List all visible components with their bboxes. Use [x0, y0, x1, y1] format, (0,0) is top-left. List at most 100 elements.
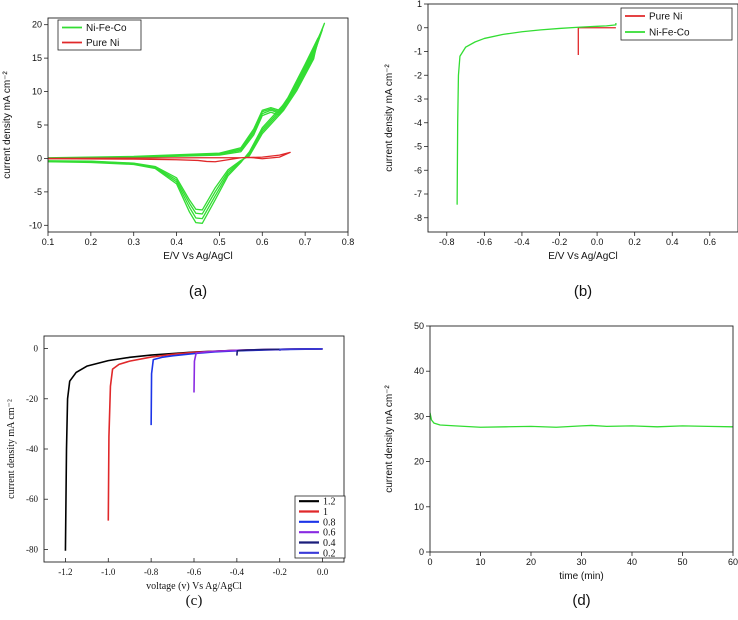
x-tick-label: 0.8 — [342, 237, 355, 247]
x-tick-label: 30 — [576, 557, 586, 567]
x-tick-label: 0.0 — [591, 237, 604, 247]
x-tick-label: 0.7 — [299, 237, 312, 247]
plot-area — [64, 348, 323, 551]
series-line-pure-ni-0 — [577, 27, 616, 56]
x-tick-label: 0.4 — [170, 237, 183, 247]
legend-label: Ni-Fe-Co — [86, 23, 127, 34]
y-tick-label: 20 — [32, 20, 42, 30]
y-tick-label: 15 — [32, 53, 42, 63]
panel-caption: (d) — [572, 592, 590, 609]
series-line-1-0 — [107, 348, 323, 521]
legend-label: Pure Ni — [649, 12, 682, 23]
legend-label: 0.2 — [323, 548, 336, 559]
panel-d: 0 10 20 30 40 50 60 0 10 20 30 40 50 time (min) curren… — [384, 321, 738, 609]
y-tick-label: 30 — [414, 411, 424, 421]
series-line-pure-ni-0 — [48, 151, 291, 163]
x-tick-label: 0.2 — [85, 237, 98, 247]
legend: 1.210.80.60.40.2 — [294, 495, 346, 559]
legend-label: 0.6 — [323, 528, 336, 539]
panel-caption: (b) — [574, 283, 592, 300]
y-tick-label: -20 — [26, 394, 38, 404]
y-tick-label: 50 — [414, 321, 424, 331]
y-tick-label: 0 — [37, 153, 42, 163]
legend-label: 0.8 — [323, 517, 336, 528]
y-tick-label: 1 — [417, 0, 422, 9]
x-tick-label: -0.4 — [514, 237, 530, 247]
x-axis-label: voltage (v) Vs Ag/AgCl — [146, 581, 242, 592]
y-tick-label: -2 — [414, 70, 422, 80]
y-axis-label: current density mA cm⁻² — [2, 71, 13, 179]
x-axis-label: E/V Vs Ag/AgCl — [548, 251, 617, 262]
legend-label: 1 — [323, 507, 328, 518]
series-line-stability-0 — [430, 412, 733, 428]
y-tick-label: 0 — [417, 23, 422, 33]
plot-area — [456, 23, 617, 205]
x-tick-label: 10 — [475, 557, 485, 567]
x-tick-label: 0.3 — [127, 237, 140, 247]
y-tick-label: -6 — [414, 165, 422, 175]
x-tick-label: -0.8 — [144, 567, 159, 577]
series-line-ni-fe-co-3 — [48, 37, 319, 211]
legend-label: Ni-Fe-Co — [649, 28, 690, 39]
x-tick-label: 0.6 — [704, 237, 717, 247]
y-tick-label: -60 — [26, 494, 38, 504]
legend: Pure Ni Ni-Fe-Co — [620, 7, 733, 41]
plot-area — [48, 22, 326, 224]
y-tick-label: -5 — [414, 142, 422, 152]
panel-a: 0.1 0.2 0.3 0.4 0.5 0.6 0.7 0.8 -10 -5 0 5 10 15 20 E/V… — [2, 17, 355, 300]
y-tick-label: 10 — [414, 502, 424, 512]
x-tick-label: 20 — [526, 557, 536, 567]
y-tick-label: 5 — [37, 120, 42, 130]
y-tick-label: -5 — [34, 187, 42, 197]
x-tick-label: -0.6 — [187, 567, 202, 577]
x-tick-label: 0.1 — [42, 237, 55, 247]
y-tick-label: 10 — [32, 87, 42, 97]
y-axis-label: current density mA cm⁻² — [384, 385, 395, 493]
x-tick-label: 60 — [728, 557, 738, 567]
x-tick-label: 0.5 — [213, 237, 226, 247]
x-tick-label: -0.4 — [230, 567, 245, 577]
plot-frame — [429, 325, 734, 553]
panel-c: -1.2 -1.0 -0.8 -0.6 -0.4 -0.2 0.0 0 -20 -40 -60 -80… — [6, 335, 346, 609]
y-tick-label: -10 — [29, 220, 42, 230]
x-axis-label: E/V Vs Ag/AgCl — [163, 251, 232, 262]
legend-label: 1.2 — [323, 497, 336, 508]
x-tick-label: 0.4 — [666, 237, 679, 247]
y-tick-label: 40 — [414, 366, 424, 376]
series-line-ni-fe-co-1 — [48, 29, 323, 220]
x-tick-label: 40 — [627, 557, 637, 567]
x-tick-label: 0.6 — [256, 237, 269, 247]
x-tick-label: 50 — [677, 557, 687, 567]
legend-label: Pure Ni — [86, 38, 119, 49]
y-tick-label: -4 — [414, 118, 422, 128]
y-tick-label: -8 — [414, 213, 422, 223]
panel-caption: (c) — [186, 593, 203, 609]
plot-frame — [427, 3, 738, 233]
series-line-ni-fe-co-2 — [48, 33, 321, 215]
series-line-0-8-0 — [150, 348, 323, 426]
legend: Ni-Fe-Co Pure Ni — [57, 19, 142, 51]
x-tick-label: 0 — [427, 557, 432, 567]
y-axis-label: current density mA cm⁻² — [384, 64, 395, 172]
y-tick-label: -1 — [414, 47, 422, 57]
y-axis-label: current density mA cm⁻² — [6, 399, 17, 499]
y-tick-label: -40 — [26, 444, 38, 454]
x-tick-label: -0.8 — [439, 237, 455, 247]
x-axis-label: time (min) — [559, 571, 603, 582]
y-tick-label: 0 — [34, 344, 39, 354]
series-line-0-2-0 — [278, 348, 323, 352]
x-tick-label: 0.2 — [628, 237, 641, 247]
x-tick-label: -1.2 — [58, 567, 72, 577]
x-tick-label: -0.2 — [273, 567, 287, 577]
x-tick-label: -0.6 — [477, 237, 493, 247]
legend-label: 0.4 — [323, 538, 336, 549]
series-line-ni-fe-co-0 — [456, 23, 617, 205]
panel-b: -0.8 -0.6 -0.4 -0.2 0.0 0.2 0.4 0.6 1 0 -1 -2 -3 -4 -5… — [384, 0, 738, 300]
y-tick-label: 0 — [419, 547, 424, 557]
y-tick-label: -80 — [26, 544, 38, 554]
x-tick-label: -1.0 — [101, 567, 116, 577]
plot-area — [430, 412, 733, 428]
y-tick-label: 20 — [414, 457, 424, 467]
x-tick-label: -0.2 — [552, 237, 568, 247]
